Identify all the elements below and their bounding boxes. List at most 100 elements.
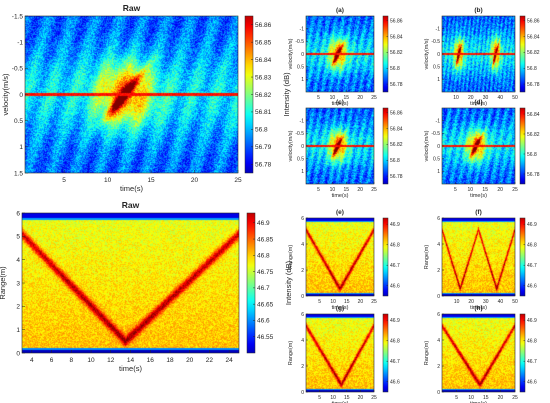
x-tick-label: 5 — [318, 395, 321, 401]
panel-title: (f) — [475, 209, 482, 216]
y-tick-label: 1 — [301, 169, 304, 175]
x-tick-label: 14 — [127, 357, 135, 364]
y-axis-label: velocity(m/s) — [424, 130, 430, 161]
colorbar-tick-label: 46.9 — [390, 318, 400, 324]
y-tick-label: -0.5 — [431, 39, 440, 45]
colorbar-tick-label: 46.6 — [527, 380, 537, 386]
y-tick-label: -1 — [300, 26, 305, 32]
y-axis-label: velocity(m/s) — [424, 38, 430, 69]
x-tick-label: 24 — [226, 357, 234, 364]
colorbar-tick-label: 46.7 — [390, 359, 400, 365]
x-tick-label: 5 — [455, 395, 458, 401]
colorbar-tick-label: 46.8 — [390, 242, 400, 248]
x-tick-label: 25 — [371, 299, 377, 305]
panel-5: 4 6 8 10 12 14 16 18 20 22 240123456Rawtime(s)Rang… — [0, 200, 293, 373]
x-tick-label: 15 — [483, 395, 489, 401]
x-tick-label: 25 — [234, 177, 242, 184]
colorbar-tick-label: 56.84 — [527, 112, 540, 118]
y-tick-label: -1 — [436, 118, 441, 124]
y-tick-label: 6 — [437, 216, 440, 222]
colorbar-tick-label: 46.85 — [257, 236, 274, 243]
x-axis-label: time(s) — [332, 101, 349, 107]
colorbar — [382, 217, 389, 297]
y-tick-label: -1 — [17, 39, 23, 46]
x-tick-label: 10 — [330, 95, 336, 101]
panel-2: 10 20 30 40 50 -1 -0.5 0 0.5 1 (b) time(s) velocity(… — [424, 7, 540, 107]
y-tick-label: 2 — [301, 268, 304, 274]
y-tick-label: 1 — [19, 144, 23, 151]
x-axis-label: time(s) — [470, 305, 487, 311]
panel-3: 5 10 15 20 25-1-0.500.51(c)time(s)velocity(m… — [288, 99, 403, 199]
colorbar-tick-label: 56.82 — [527, 50, 540, 56]
x-tick-label: 10 — [330, 187, 336, 193]
y-tick-label: 0 — [437, 144, 440, 150]
plot-frame — [305, 217, 375, 297]
y-tick-label: 0 — [16, 350, 20, 357]
colorbar-tick-label: 46.7 — [257, 285, 270, 292]
colorbar-tick-label: 46.9 — [257, 220, 270, 227]
colorbar-tick-label: 46.75 — [257, 269, 274, 276]
y-tick-label: 0 — [19, 92, 23, 99]
panel-title: Raw — [122, 200, 140, 210]
x-tick-label: 20 — [357, 95, 363, 101]
y-tick-label: 4 — [437, 338, 440, 344]
x-axis-label: time(s) — [470, 401, 487, 403]
x-tick-label: 10 — [468, 395, 474, 401]
colorbar — [382, 313, 389, 393]
x-tick-label: 20 — [468, 95, 474, 101]
x-tick-label: 5 — [62, 177, 66, 184]
heatmap-image — [442, 314, 515, 392]
panel-8: 5101520250246(g)time(s)Range(m)46.646.74… — [288, 305, 400, 403]
y-tick-label: 2 — [301, 364, 304, 370]
colorbar-tick-label: 56.82 — [255, 92, 272, 99]
x-tick-label: 10 — [330, 299, 336, 305]
x-tick-label: 20 — [358, 299, 364, 305]
x-tick-label: 10 — [87, 357, 95, 364]
colorbar-tick-label: 56.82 — [390, 142, 403, 148]
y-tick-label: 0 — [301, 390, 304, 396]
x-tick-label: 15 — [344, 299, 350, 305]
colorbar-tick-label: 46.6 — [257, 318, 270, 325]
x-tick-label: 8 — [70, 357, 74, 364]
x-tick-label: 50 — [512, 299, 518, 305]
y-axis-label: Range(m) — [288, 245, 294, 270]
colorbar-tick-label: 56.8 — [390, 158, 400, 164]
x-tick-label: 25 — [371, 187, 377, 193]
x-tick-label: 20 — [357, 187, 363, 193]
panel-title: (c) — [336, 99, 344, 106]
x-tick-label: 20 — [498, 395, 504, 401]
x-tick-label: 18 — [166, 357, 174, 364]
y-tick-label: 2 — [16, 304, 20, 311]
y-tick-label: 1 — [16, 327, 20, 334]
y-tick-label: 0.5 — [297, 64, 304, 70]
colorbar-tick-label: 56.8 — [255, 127, 268, 134]
heatmap-image — [442, 108, 515, 184]
colorbar-tick-label: 46.55 — [257, 334, 274, 341]
colorbar-tick-label: 56.84 — [390, 34, 403, 40]
colorbar-tick-label: 56.86 — [390, 111, 403, 117]
colorbar-tick-label: 56.78 — [390, 82, 403, 88]
y-tick-label: 4 — [16, 257, 20, 264]
x-tick-label: 25 — [371, 95, 377, 101]
y-axis-label: velocity(m/s) — [288, 130, 294, 161]
x-tick-label: 4 — [30, 357, 34, 364]
panel-9: 5101520250246(h)time(s)Range(m)46.646.74… — [424, 305, 537, 403]
x-tick-label: 20 — [358, 395, 364, 401]
colorbar — [519, 217, 526, 297]
y-tick-label: 0 — [301, 294, 304, 300]
x-axis-label: time(s) — [332, 401, 349, 403]
colorbar-tick-label: 56.81 — [255, 109, 272, 116]
colorbar-tick-label: 56.86 — [255, 22, 272, 29]
colorbar — [382, 15, 389, 93]
colorbar — [246, 212, 256, 354]
heatmap-image — [306, 108, 374, 184]
colorbar-tick-label: 56.82 — [390, 50, 403, 56]
y-axis-label: velocity(m/s) — [288, 38, 294, 69]
x-tick-label: 15 — [147, 177, 155, 184]
x-tick-label: 25 — [512, 187, 518, 193]
heatmap-image — [25, 16, 238, 173]
colorbar-tick-label: 46.9 — [527, 318, 537, 324]
plot-frame — [441, 217, 516, 297]
panel-title: (g) — [336, 305, 344, 312]
y-tick-label: 6 — [301, 312, 304, 318]
